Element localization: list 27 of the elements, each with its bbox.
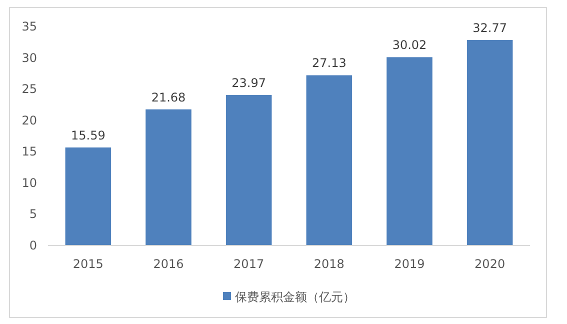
y-tick-label: 10 <box>22 176 37 190</box>
data-label: 21.68 <box>151 90 186 104</box>
x-tick-label: 2018 <box>314 257 344 271</box>
data-label: 27.13 <box>312 56 346 70</box>
data-label: 23.97 <box>232 76 266 90</box>
bar <box>226 95 272 245</box>
x-tick-label: 2019 <box>394 257 425 271</box>
y-tick-label: 20 <box>22 113 37 128</box>
legend-label: 保费累积金额（亿元） <box>235 290 355 304</box>
y-tick-label: 0 <box>29 238 37 252</box>
x-tick-label: 2017 <box>234 257 264 271</box>
bar <box>65 147 112 245</box>
bar <box>466 40 513 245</box>
y-tick-label: 30 <box>22 50 37 65</box>
data-label: 15.59 <box>70 128 106 142</box>
data-label: 32.77 <box>472 20 508 35</box>
bar <box>146 109 192 245</box>
y-tick-label: 15 <box>22 144 37 159</box>
y-tick-label: 25 <box>22 82 37 96</box>
data-label: 30.02 <box>392 38 427 52</box>
x-tick-label: 2020 <box>474 257 506 271</box>
y-tick-label: 35 <box>22 20 37 34</box>
y-tick-label: 5 <box>29 207 37 222</box>
x-tick-label: 2015 <box>72 257 104 271</box>
x-tick-label: 2016 <box>153 257 184 271</box>
bar <box>306 75 352 245</box>
bar <box>386 57 432 245</box>
